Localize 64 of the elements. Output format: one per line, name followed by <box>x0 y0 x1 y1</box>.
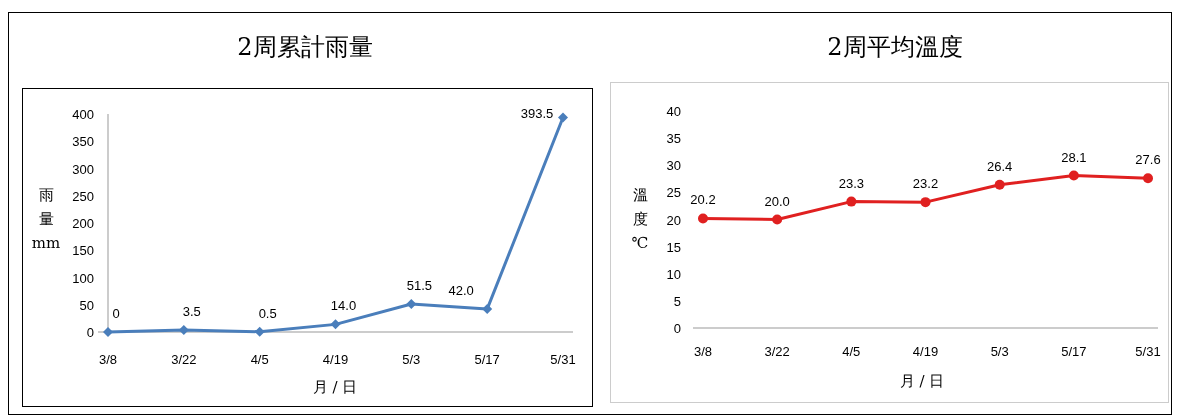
point <box>698 213 708 224</box>
x-tick-label: 3/22 <box>171 352 197 367</box>
data-label: 42.0 <box>448 283 474 299</box>
data-label: 23.3 <box>838 175 864 191</box>
x-tick-label: 3/8 <box>98 352 118 367</box>
x-tick-label: 4/19 <box>322 352 349 367</box>
data-label: 0 <box>112 306 120 321</box>
data-label: 27.6 <box>1135 152 1161 168</box>
x-axis-title: 月 / 日 <box>899 372 945 390</box>
point <box>558 112 568 123</box>
point <box>406 298 417 309</box>
point <box>994 179 1005 190</box>
y-tick-label: 40 <box>666 104 681 119</box>
x-tick-label: 5/17 <box>1061 344 1087 359</box>
y-tick-label: 30 <box>666 158 681 174</box>
y-tick-label: 25 <box>666 185 681 201</box>
x-tick-label: 3/8 <box>693 344 713 359</box>
y-tick-label: 200 <box>72 216 94 231</box>
point <box>920 197 931 208</box>
x-tick-label: 4/5 <box>250 352 269 367</box>
y-axis-title: 雨量 mm <box>31 186 61 252</box>
point <box>103 327 113 337</box>
y-axis-title: 溫度 ℃ <box>631 186 649 252</box>
point <box>330 319 341 330</box>
y-tick-label: 0 <box>86 325 94 340</box>
y-tick-label: 0 <box>673 321 681 336</box>
chart-title: 2周平均溫度 <box>827 33 963 61</box>
data-label: 51.5 <box>406 277 432 293</box>
y-tick-label: 15 <box>666 239 681 255</box>
y-tick-label: 350 <box>72 134 94 150</box>
y-tick-label: 35 <box>666 131 681 147</box>
y-tick-label: 10 <box>666 266 681 282</box>
x-tick-label: 5/3 <box>402 352 421 367</box>
point <box>1143 173 1153 184</box>
point <box>772 214 783 225</box>
y-tick-label: 100 <box>72 270 94 286</box>
data-label: 20.2 <box>690 192 716 208</box>
chart-title: 2周累計雨量 <box>237 33 373 61</box>
x-tick-label: 5/31 <box>550 352 576 367</box>
data-label: 14.0 <box>330 298 357 314</box>
point <box>1068 170 1079 181</box>
y-tick-label: 20 <box>666 212 681 228</box>
x-tick-label: 4/19 <box>912 344 939 359</box>
y-tick-label: 250 <box>72 188 94 204</box>
point <box>482 304 493 315</box>
data-label: 28.1 <box>1061 149 1087 165</box>
data-label: 23.2 <box>912 176 939 192</box>
data-label: 0.5 <box>258 305 277 321</box>
data-label: 3.5 <box>182 304 201 320</box>
data-label: 26.4 <box>987 158 1013 174</box>
data-label: 20.0 <box>764 193 790 209</box>
x-tick-label: 3/22 <box>764 344 790 359</box>
x-tick-label: 5/17 <box>474 352 500 367</box>
y-tick-label: 50 <box>79 297 94 313</box>
point <box>846 196 857 207</box>
y-tick-label: 300 <box>72 161 94 177</box>
y-tick-label: 150 <box>72 243 94 259</box>
y-tick-label: 5 <box>673 293 681 309</box>
x-tick-label: 5/3 <box>990 344 1009 359</box>
x-tick-label: 4/5 <box>842 344 861 359</box>
data-label: 393.5 <box>520 105 554 121</box>
x-axis-title: 月 / 日 <box>312 378 358 396</box>
x-tick-label: 5/31 <box>1135 344 1161 359</box>
y-tick-label: 400 <box>72 107 94 122</box>
